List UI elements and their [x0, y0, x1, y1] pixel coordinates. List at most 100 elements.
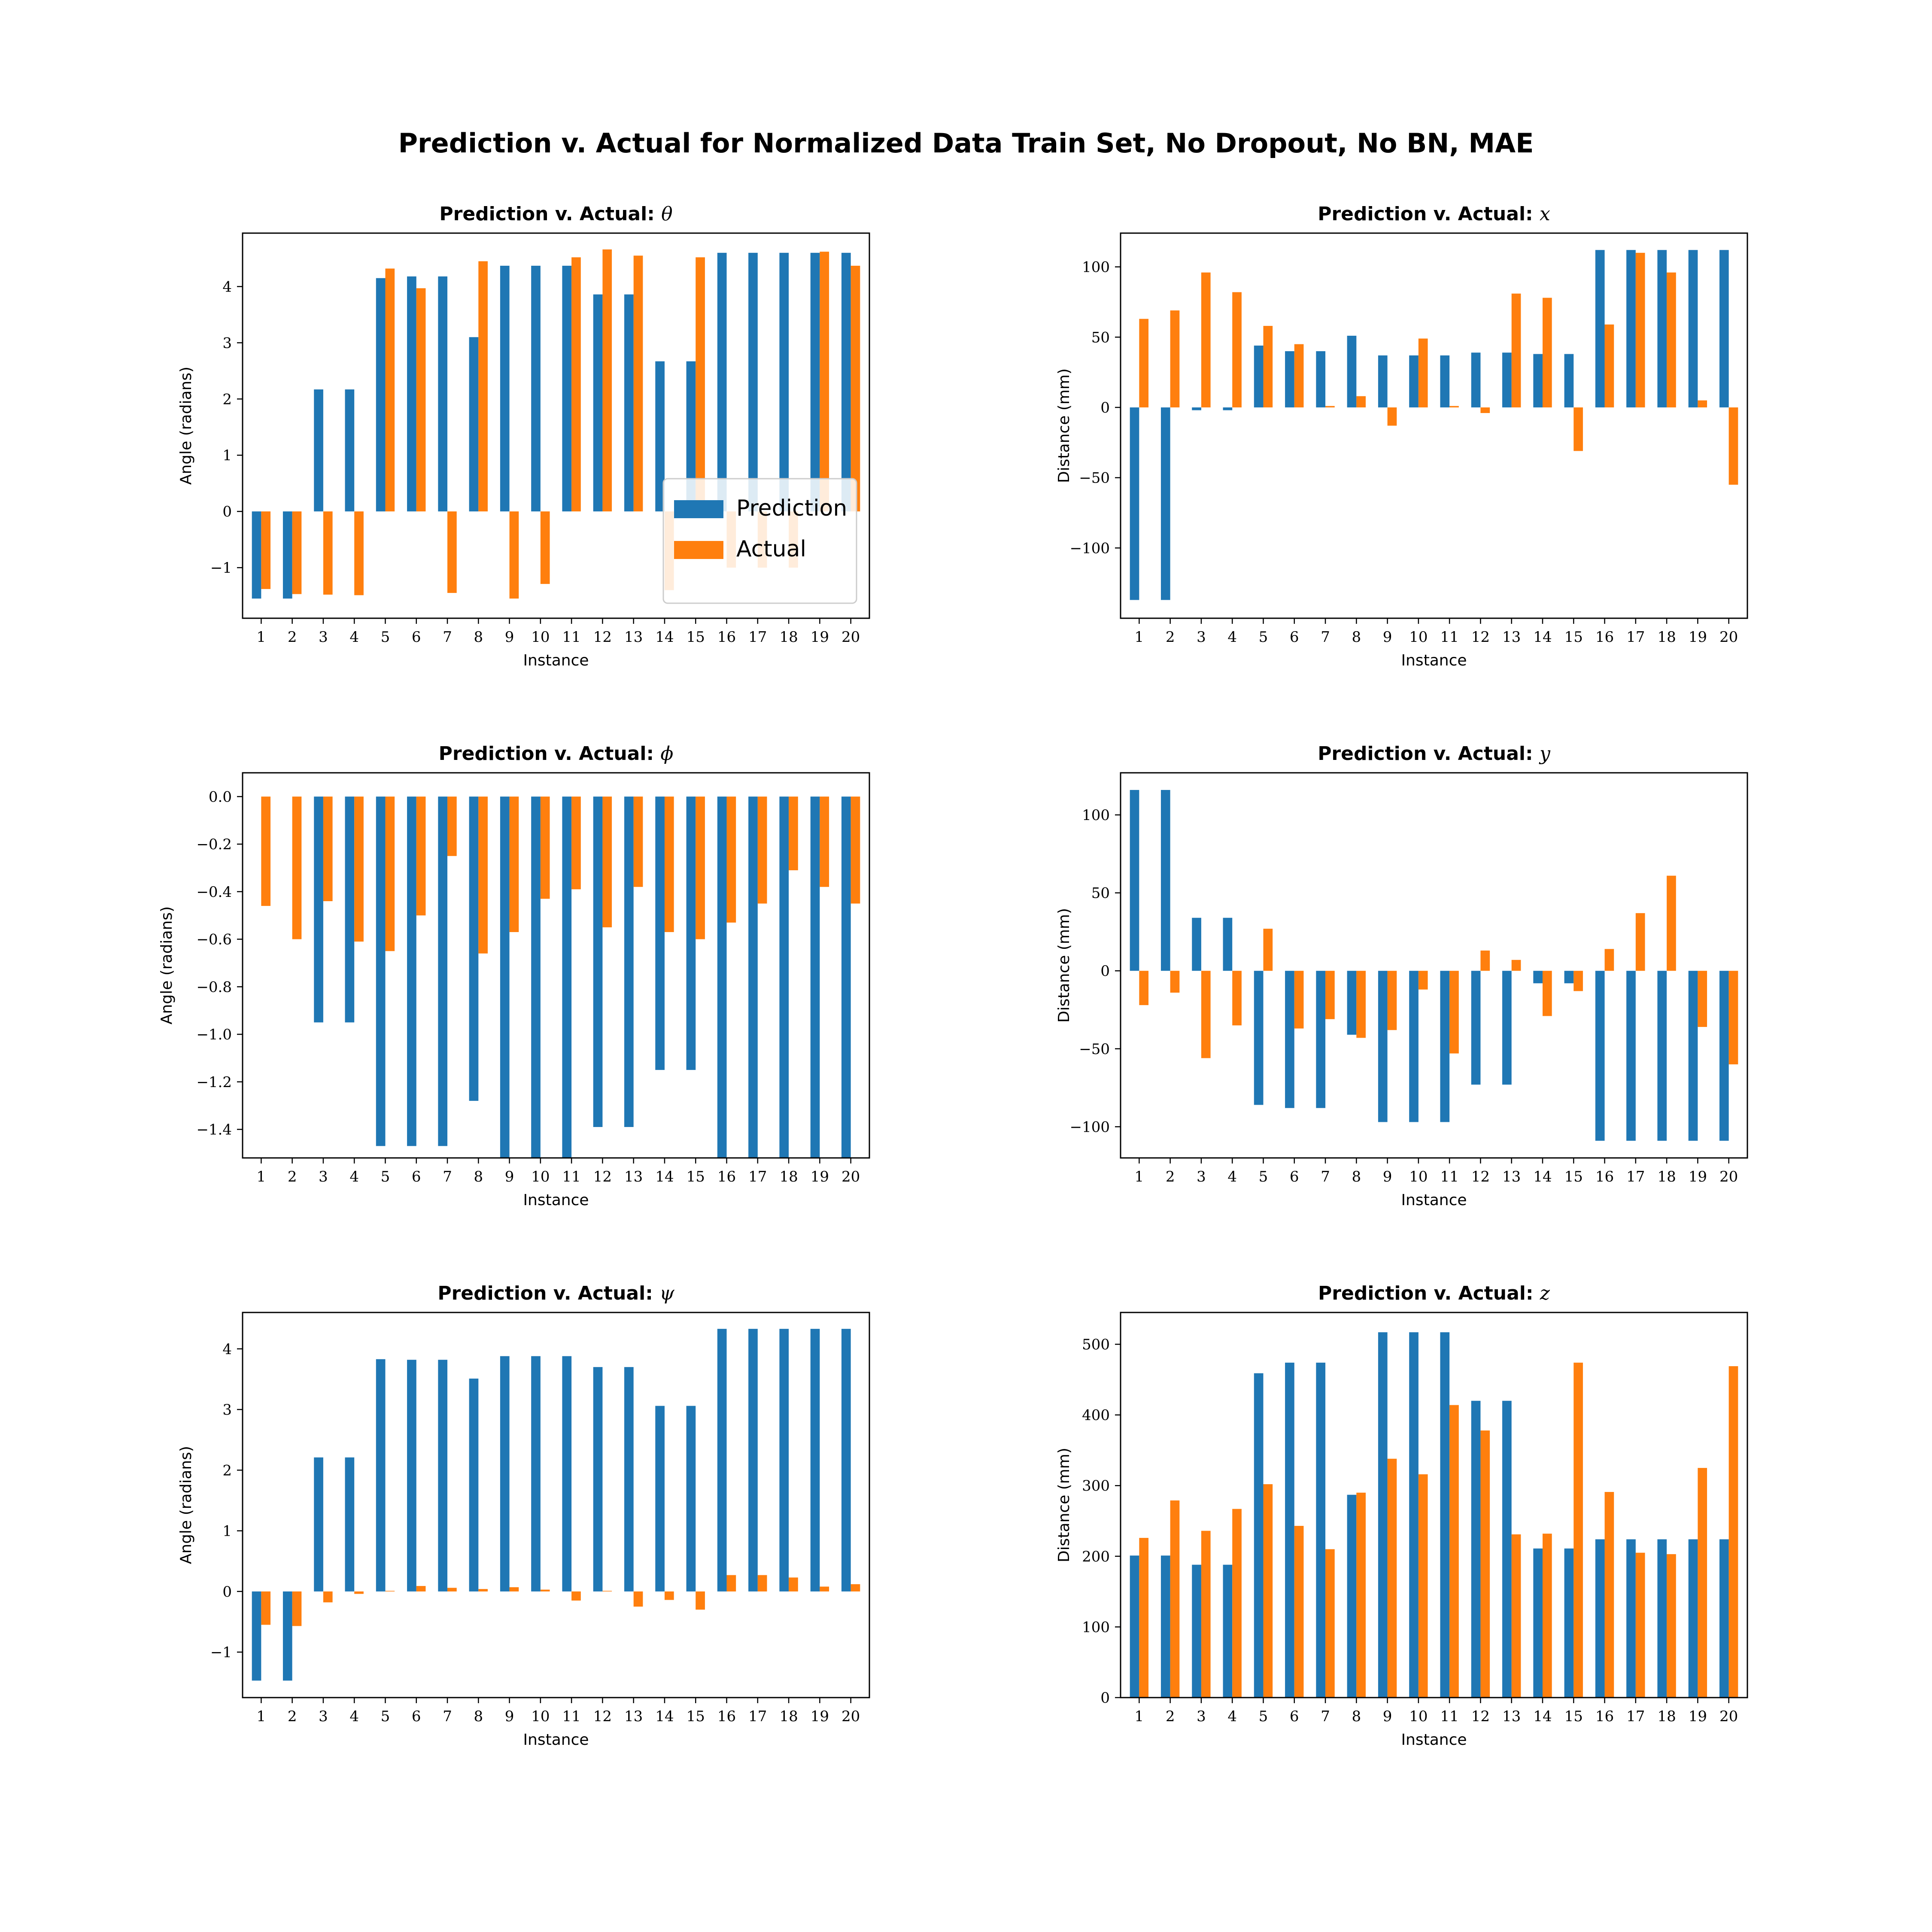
- prediction-bar-19: [1688, 1539, 1698, 1698]
- y-tick-label-2: 0: [1100, 399, 1110, 416]
- subplot-title-symbol: y: [1539, 743, 1551, 765]
- axes-frame: [242, 772, 870, 1159]
- y-axis-label: Angle (radians): [177, 367, 195, 485]
- actual-bar-13: [1511, 1534, 1521, 1698]
- y-tick-label-2: 0: [1100, 963, 1110, 980]
- y-tick-label-2: 1: [222, 1523, 232, 1540]
- x-tick-label-15: 15: [687, 1168, 705, 1185]
- x-tick-label-15: 15: [687, 629, 705, 646]
- actual-bar-17: [1635, 252, 1645, 407]
- y-tick-label-3: 300: [1082, 1477, 1110, 1495]
- actual-bar-4: [354, 796, 364, 942]
- y-tick-label-2: −1.0: [196, 1026, 232, 1043]
- actual-bar-6: [1294, 344, 1304, 407]
- actual-bar-8: [478, 1589, 488, 1592]
- legend-swatch-actual: [674, 541, 723, 559]
- subplot-title-symbol: θ: [661, 203, 673, 225]
- actual-bar-6: [1294, 1526, 1304, 1698]
- prediction-bar-19: [810, 796, 820, 1158]
- actual-bar-17: [1635, 913, 1645, 971]
- actual-bar-6: [416, 1586, 426, 1592]
- prediction-bar-5: [1254, 345, 1264, 407]
- actual-bar-11: [571, 1591, 581, 1601]
- x-tick-label-12: 12: [1471, 1708, 1490, 1725]
- x-tick-label-3: 3: [319, 1168, 328, 1185]
- x-axis-label: Instance: [1401, 652, 1467, 669]
- actual-bar-11: [1449, 971, 1459, 1054]
- x-tick-label-10: 10: [1409, 1168, 1428, 1185]
- actual-bar-3: [323, 511, 333, 595]
- x-tick-label-20: 20: [1719, 1708, 1738, 1725]
- y-tick-label-7: 0.0: [209, 788, 232, 805]
- prediction-bar-17: [1626, 971, 1636, 1141]
- prediction-bar-4: [1223, 407, 1233, 410]
- subplot-title: Prediction v. Actual: x: [1318, 203, 1550, 225]
- actual-bar-9: [509, 1587, 519, 1592]
- actual-bar-16: [1604, 1492, 1614, 1698]
- actual-bar-19: [820, 1586, 829, 1592]
- prediction-bar-11: [562, 265, 572, 512]
- y-tick-label-1: −50: [1079, 1041, 1110, 1058]
- actual-bar-10: [540, 796, 550, 899]
- prediction-bar-10: [531, 796, 541, 1158]
- actual-bar-3: [323, 1591, 333, 1603]
- axes-frame: [1120, 232, 1748, 619]
- x-tick-label-13: 13: [624, 629, 643, 646]
- subplot-title: Prediction v. Actual: z: [1318, 1282, 1550, 1304]
- x-tick-label-11: 11: [1440, 629, 1459, 646]
- actual-bar-12: [1480, 1430, 1490, 1698]
- y-tick-label-5: −0.4: [196, 884, 232, 901]
- actual-bar-5: [385, 268, 395, 512]
- actual-bar-16: [726, 796, 736, 923]
- actual-bar-6: [416, 288, 426, 512]
- prediction-bar-14: [655, 1406, 665, 1592]
- prediction-bar-10: [1409, 971, 1419, 1122]
- prediction-bar-4: [1223, 917, 1233, 971]
- prediction-bar-12: [593, 294, 603, 512]
- actual-bar-11: [571, 796, 581, 890]
- y-tick-label-1: 100: [1082, 1619, 1110, 1636]
- subplot-title-symbol: z: [1540, 1282, 1550, 1304]
- x-tick-label-10: 10: [531, 629, 550, 646]
- actual-bar-5: [1263, 929, 1273, 971]
- x-tick-label-2: 2: [288, 1168, 297, 1185]
- x-tick-label-1: 1: [257, 1168, 266, 1185]
- axes-frame: [1120, 1312, 1748, 1698]
- y-tick-label-1: 0: [222, 1583, 232, 1601]
- prediction-bar-17: [1626, 1539, 1636, 1698]
- prediction-bar-15: [1564, 971, 1574, 984]
- figure-title: Prediction v. Actual for Normalized Data…: [398, 128, 1534, 159]
- actual-bar-1: [1139, 971, 1149, 1005]
- x-tick-label-8: 8: [1352, 1708, 1361, 1725]
- legend-label-prediction: Prediction: [736, 495, 847, 521]
- prediction-bar-9: [1378, 1332, 1388, 1698]
- prediction-bar-2: [283, 1591, 292, 1681]
- x-tick-label-20: 20: [841, 1168, 860, 1185]
- actual-bar-7: [1325, 1549, 1335, 1698]
- x-tick-label-14: 14: [655, 1168, 674, 1185]
- prediction-bar-20: [841, 796, 851, 1158]
- prediction-bar-14: [655, 361, 665, 512]
- prediction-bar-7: [1316, 351, 1326, 407]
- x-axis-label: Instance: [523, 652, 589, 669]
- x-tick-label-14: 14: [655, 629, 674, 646]
- prediction-bar-18: [1657, 971, 1667, 1141]
- x-tick-label-19: 19: [1689, 629, 1707, 646]
- actual-bar-17: [1635, 1552, 1645, 1698]
- prediction-bar-15: [1564, 1548, 1574, 1698]
- actual-bar-8: [478, 796, 488, 954]
- prediction-bar-15: [686, 361, 696, 512]
- x-tick-label-9: 9: [505, 1708, 514, 1725]
- actual-bar-3: [1201, 971, 1211, 1058]
- y-tick-label-4: 100: [1082, 259, 1110, 276]
- prediction-bar-7: [1316, 1362, 1326, 1698]
- prediction-bar-5: [1254, 1373, 1264, 1698]
- prediction-bar-6: [1285, 971, 1294, 1108]
- actual-bar-20: [1728, 971, 1738, 1065]
- actual-bar-9: [509, 796, 519, 932]
- y-axis-label: Distance (mm): [1055, 908, 1073, 1023]
- actual-bar-19: [820, 252, 829, 512]
- x-tick-label-5: 5: [381, 1708, 390, 1725]
- prediction-bar-16: [1595, 971, 1605, 1141]
- actual-bar-11: [571, 257, 581, 512]
